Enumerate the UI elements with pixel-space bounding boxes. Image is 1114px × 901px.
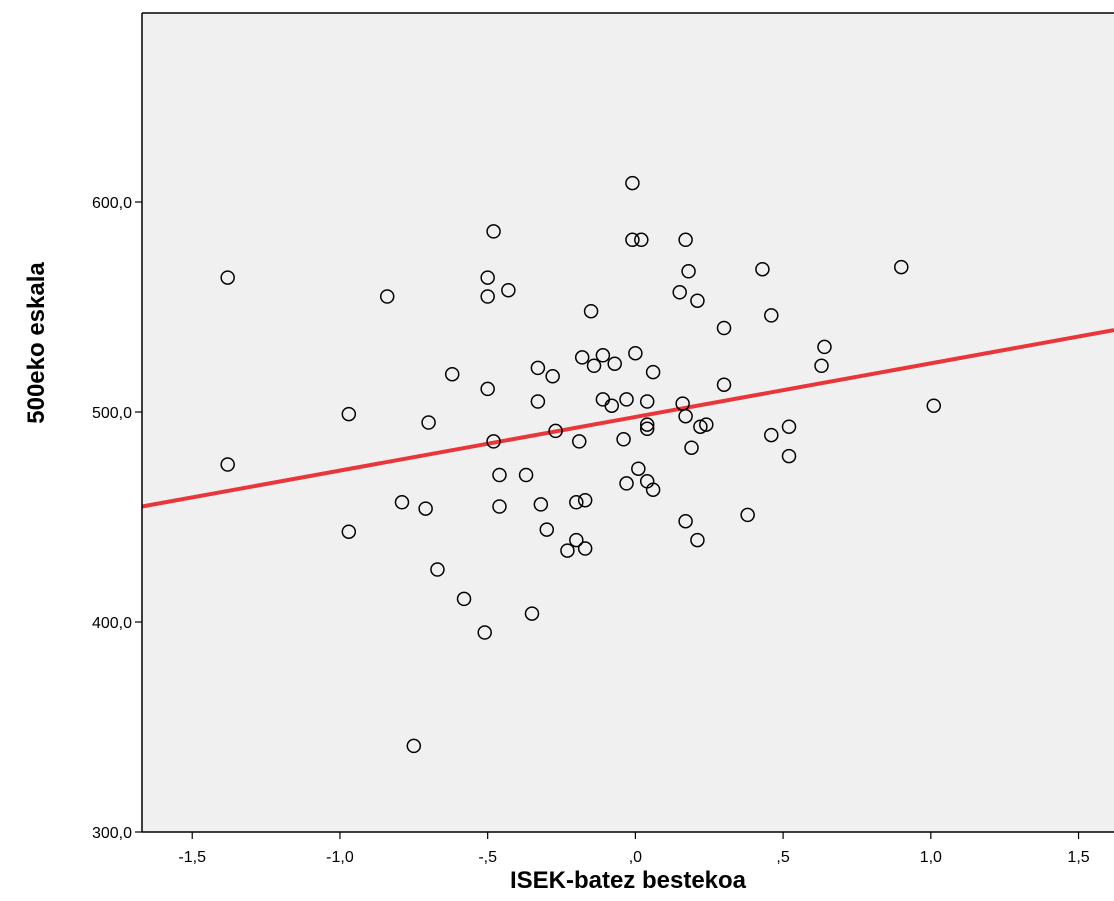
x-tick-label: -1,0 (326, 849, 354, 866)
data-point (781, 448, 797, 464)
data-point (220, 270, 235, 285)
data-point (684, 440, 699, 455)
y-tick-label: 300,0 (92, 825, 132, 842)
data-point (645, 364, 661, 380)
data-point (379, 289, 395, 304)
regression-line (141, 328, 1114, 509)
data-point (394, 495, 410, 510)
data-point (548, 423, 563, 439)
data-point (456, 591, 472, 607)
data-point (574, 350, 590, 365)
data-point (894, 259, 909, 275)
y-axis-title: 500eko eskala (23, 262, 50, 424)
data-point (678, 513, 693, 529)
data-point (577, 541, 593, 556)
y-tick-label: 500,0 (92, 405, 132, 422)
data-point (572, 434, 587, 449)
data-point (341, 524, 357, 539)
data-point (533, 497, 549, 512)
x-tick-label: ,5 (776, 849, 789, 866)
data-point (480, 270, 495, 285)
data-point (444, 366, 460, 382)
data-point (755, 261, 770, 277)
data-point (639, 417, 655, 432)
data-point (625, 175, 640, 191)
data-point (616, 432, 631, 447)
x-tick-label: -1,5 (178, 849, 206, 866)
data-point (817, 339, 832, 355)
data-point (492, 499, 507, 514)
data-point (634, 232, 649, 248)
data-point (341, 406, 357, 422)
x-tick-label: 1,5 (1067, 849, 1089, 866)
data-point (678, 232, 693, 248)
data-point (518, 467, 534, 483)
data-point (716, 377, 732, 392)
data-point (639, 394, 655, 409)
data-point (699, 417, 714, 432)
x-tick-label: 1,0 (920, 849, 942, 866)
data-point (530, 394, 546, 409)
data-point (418, 501, 433, 516)
data-point (926, 398, 942, 413)
data-point (690, 293, 705, 308)
data-point (530, 360, 546, 376)
data-point (595, 348, 611, 363)
data-point (681, 264, 696, 279)
x-tick-label: ,0 (629, 849, 642, 866)
data-point (220, 457, 235, 472)
data-point (764, 427, 779, 443)
data-point (539, 522, 555, 537)
data-point (628, 345, 643, 361)
y-tick-label: 600,0 (92, 195, 132, 212)
data-point (690, 532, 705, 548)
data-point (740, 507, 755, 523)
data-point (645, 482, 661, 497)
data-point (607, 356, 622, 371)
x-axis-title: ISEK-batez bestekoa (510, 867, 747, 894)
data-point (486, 434, 501, 449)
data-point (406, 738, 422, 754)
data-point (764, 308, 779, 323)
data-point (693, 419, 708, 434)
data-point (619, 476, 634, 491)
data-point (477, 625, 492, 640)
data-point (583, 303, 599, 319)
data-point (480, 289, 495, 304)
data-point (781, 419, 797, 434)
data-point (672, 285, 687, 300)
data-point (716, 320, 732, 336)
data-point (569, 495, 584, 510)
plot-area (142, 13, 1114, 832)
y-tick-label: 400,0 (92, 615, 132, 632)
data-point (639, 421, 655, 437)
data-point (586, 358, 602, 374)
data-point (524, 606, 540, 621)
data-point (560, 543, 575, 558)
x-tick-label: -,5 (478, 849, 497, 866)
data-point (430, 562, 445, 577)
data-point (625, 232, 640, 248)
data-point (631, 461, 646, 476)
data-point (678, 408, 693, 424)
data-point (619, 392, 634, 407)
data-point (604, 398, 620, 413)
data-point (480, 381, 495, 397)
data-point (501, 282, 516, 298)
data-point (421, 415, 436, 430)
data-point (486, 224, 501, 239)
data-point (814, 358, 829, 374)
data-point (577, 492, 593, 508)
data-point (492, 467, 507, 483)
data-point (545, 369, 560, 384)
data-point (569, 532, 584, 548)
